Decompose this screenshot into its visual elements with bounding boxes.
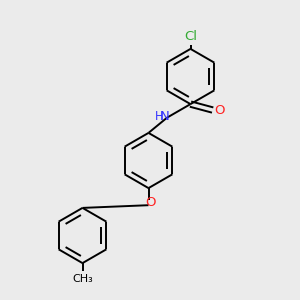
Text: H: H [155, 110, 164, 123]
Text: CH₃: CH₃ [72, 274, 93, 284]
Text: N: N [160, 110, 169, 123]
Text: Cl: Cl [184, 31, 197, 44]
Text: O: O [214, 103, 224, 116]
Text: O: O [145, 196, 155, 209]
